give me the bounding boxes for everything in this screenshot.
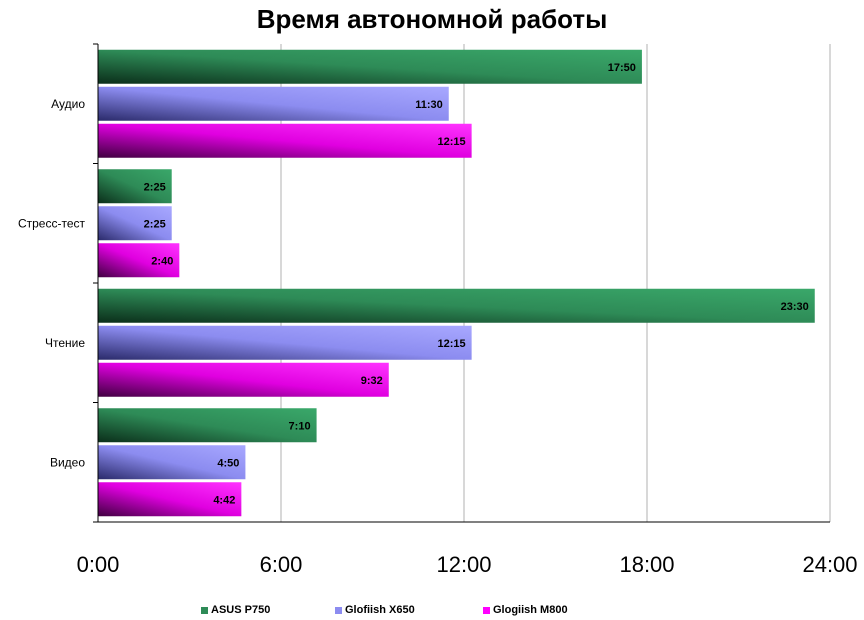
- bar: [98, 288, 815, 323]
- x-tick-label: 0:00: [77, 552, 120, 577]
- bar: [98, 445, 246, 480]
- bar-value-label: 11:30: [415, 99, 443, 111]
- x-tick-label: 12:00: [436, 552, 491, 577]
- legend: ASUS P750 Glofiish X650 Glogiish M800: [0, 604, 864, 620]
- legend-swatch: [483, 606, 490, 614]
- bar-value-label: 2:25: [144, 181, 166, 193]
- bar: [98, 408, 317, 443]
- bar: [98, 169, 172, 204]
- chart-title: Время автономной работы: [256, 4, 608, 34]
- bar-value-label: 9:32: [361, 375, 383, 387]
- bar: [98, 325, 472, 360]
- category-label: Видео: [50, 455, 85, 469]
- x-tick-label: 24:00: [802, 552, 857, 577]
- bar: [98, 362, 389, 397]
- legend-swatch: [335, 606, 342, 614]
- bar-value-label: 2:25: [144, 218, 166, 230]
- legend-item: ASUS P750: [201, 604, 270, 616]
- bar: [98, 123, 472, 158]
- bar: [98, 482, 242, 517]
- category-label: Стресс-тест: [18, 216, 86, 230]
- bar-value-label: 7:10: [289, 420, 311, 432]
- bar-value-label: 12:15: [437, 338, 465, 350]
- bar: [98, 243, 180, 278]
- legend-item: Glogiish M800: [483, 604, 568, 616]
- x-tick-label: 6:00: [260, 552, 303, 577]
- bar-value-label: 4:50: [217, 457, 239, 469]
- category-label: Чтение: [45, 336, 85, 350]
- bar-value-label: 23:30: [781, 301, 809, 313]
- bar: [98, 86, 449, 121]
- bar-value-label: 4:42: [213, 494, 235, 506]
- category-label: Аудио: [51, 97, 85, 111]
- legend-swatch: [201, 606, 208, 614]
- bar: [98, 49, 642, 84]
- bar-value-label: 2:40: [151, 255, 173, 267]
- legend-item: Glofiish X650: [335, 604, 415, 616]
- x-tick-label: 18:00: [619, 552, 674, 577]
- bar: [98, 206, 172, 241]
- bar-value-label: 17:50: [608, 62, 636, 74]
- legend-label: Glofiish X650: [345, 604, 415, 616]
- bar-value-label: 12:15: [437, 136, 465, 148]
- legend-label: ASUS P750: [211, 604, 271, 616]
- legend-label: Glogiish M800: [493, 604, 568, 616]
